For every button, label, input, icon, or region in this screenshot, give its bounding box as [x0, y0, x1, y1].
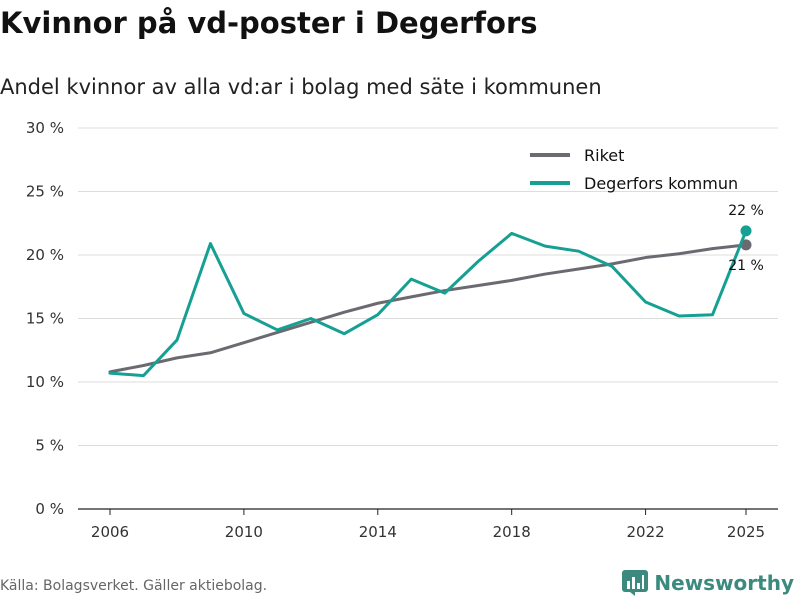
newsworthy-logo-icon — [622, 570, 649, 596]
x-tick-label: 2014 — [359, 523, 397, 541]
x-tick-label: 2018 — [493, 523, 531, 541]
chart-title: Kvinnor på vd-poster i Degerfors — [0, 6, 538, 40]
brand-name: Newsworthy — [654, 571, 794, 595]
source-note: Källa: Bolagsverket. Gäller aktiebolag. — [0, 578, 268, 594]
brand-logo: Newsworthy — [622, 570, 794, 596]
y-tick-label: 5 % — [35, 437, 64, 455]
chart-subtitle: Andel kvinnor av alla vd:ar i bolag med … — [0, 75, 602, 99]
y-tick-label: 10 % — [26, 373, 64, 391]
series-endpoint-0 — [740, 239, 752, 251]
axes: 0 % 5 % 10 % 15 % 20 % 25 % 30 % 2006 2010 2014 20… — [26, 119, 778, 541]
y-tick-label: 20 % — [26, 246, 64, 264]
legend: Riket Degerfors kommun — [530, 146, 738, 193]
legend-label: Degerfors kommun — [584, 174, 738, 193]
y-tick-label: 30 % — [26, 119, 64, 137]
y-tick-label: 15 % — [26, 310, 64, 328]
end-value-label: 21 % — [728, 258, 764, 274]
x-tick-label: 2010 — [225, 523, 263, 541]
end-labels: 21 % 22 % — [728, 203, 764, 274]
x-tick-label: 2006 — [91, 523, 129, 541]
series-lines — [108, 225, 752, 378]
x-tick-label: 2022 — [626, 523, 664, 541]
y-tick-label: 25 % — [26, 183, 64, 201]
y-tick-label: 0 % — [35, 500, 64, 518]
end-value-label: 22 % — [728, 203, 764, 219]
x-tick-label: 2025 — [727, 523, 765, 541]
legend-label: Riket — [584, 146, 624, 165]
series-endpoint-1 — [740, 225, 752, 237]
series-line-1 — [108, 229, 748, 378]
series-line-0 — [108, 243, 748, 374]
